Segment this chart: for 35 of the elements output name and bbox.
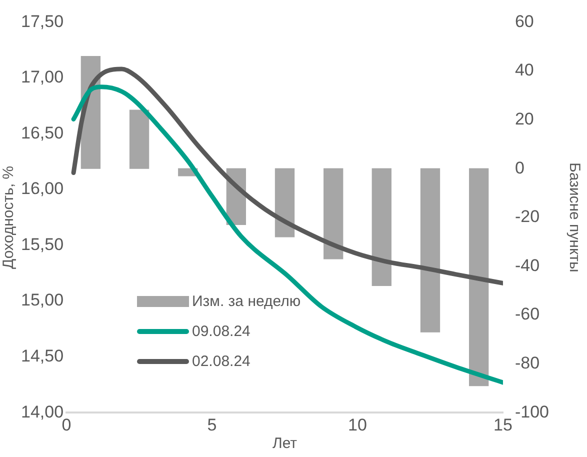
x-tick-label: 15 — [494, 415, 512, 434]
x-axis-title: Лет — [272, 435, 298, 452]
y2-tick-label: 60 — [514, 12, 534, 31]
y2-tick-label: -100 — [514, 402, 550, 422]
x-tick-label: 10 — [348, 415, 367, 434]
y-tick-label: 16,50 — [20, 123, 64, 142]
x-tick-label: 5 — [207, 415, 217, 434]
y2-tick-label: 40 — [514, 60, 534, 80]
bar — [420, 168, 440, 332]
y-tick-label: 15,50 — [20, 234, 64, 254]
bar — [129, 110, 150, 169]
y-axis-title: Доходность, % — [0, 166, 18, 269]
y-tick-label: 17,50 — [20, 12, 64, 31]
y2-tick-label: 0 — [514, 158, 524, 178]
y-tick-label: 15,00 — [20, 290, 64, 310]
y2-axis-title: Базисне пункты — [566, 162, 583, 272]
legend-label: 09.08.24 — [192, 322, 250, 340]
y-tick-label: 14,50 — [20, 346, 64, 366]
bar — [372, 168, 392, 286]
y2-tick-label: -20 — [514, 207, 540, 226]
legend-label: 02.08.24 — [192, 352, 250, 370]
y-tick-label: 14,00 — [20, 402, 64, 422]
y-tick-label: 16,00 — [20, 179, 64, 198]
y2-tick-label: -60 — [514, 304, 540, 324]
x-tick-label: 0 — [62, 415, 72, 434]
legend-label: Изм. за неделю — [192, 292, 301, 310]
y2-tick-label: -40 — [514, 256, 540, 275]
y2-tick-label: -80 — [514, 353, 540, 372]
bar — [274, 168, 295, 238]
line-series — [71, 66, 503, 286]
line-series — [71, 84, 503, 385]
y2-tick-label: 20 — [514, 109, 534, 128]
y-tick-label: 17,00 — [20, 68, 64, 87]
bar — [468, 168, 489, 386]
bar — [324, 168, 344, 260]
